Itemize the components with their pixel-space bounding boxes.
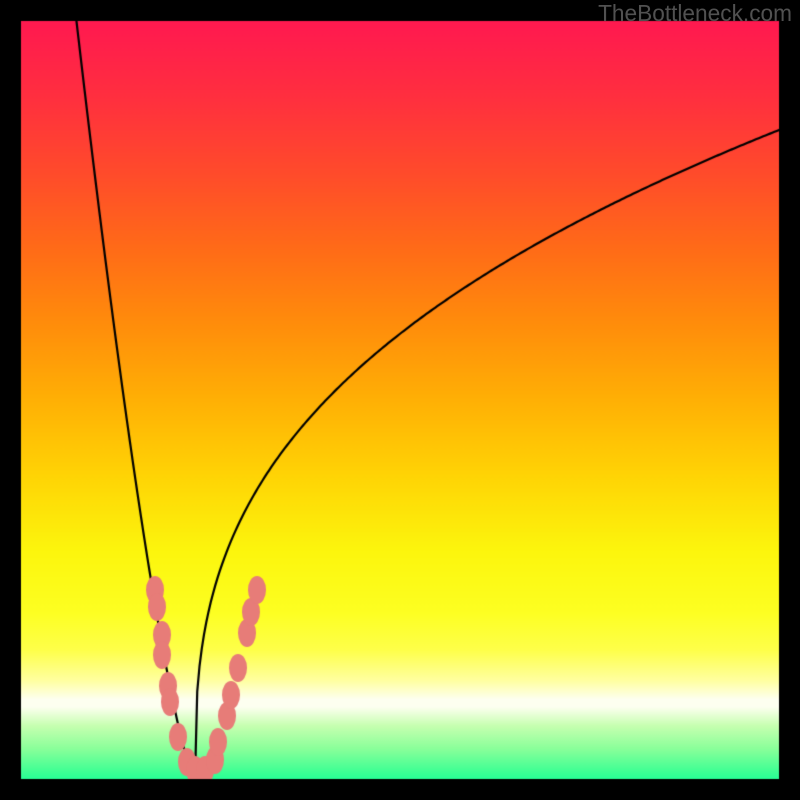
chart-canvas <box>0 0 800 800</box>
attribution-label: TheBottleneck.com <box>598 0 792 27</box>
bottleneck-chart: { "canvas": { "width": 800, "height": 80… <box>0 0 800 800</box>
